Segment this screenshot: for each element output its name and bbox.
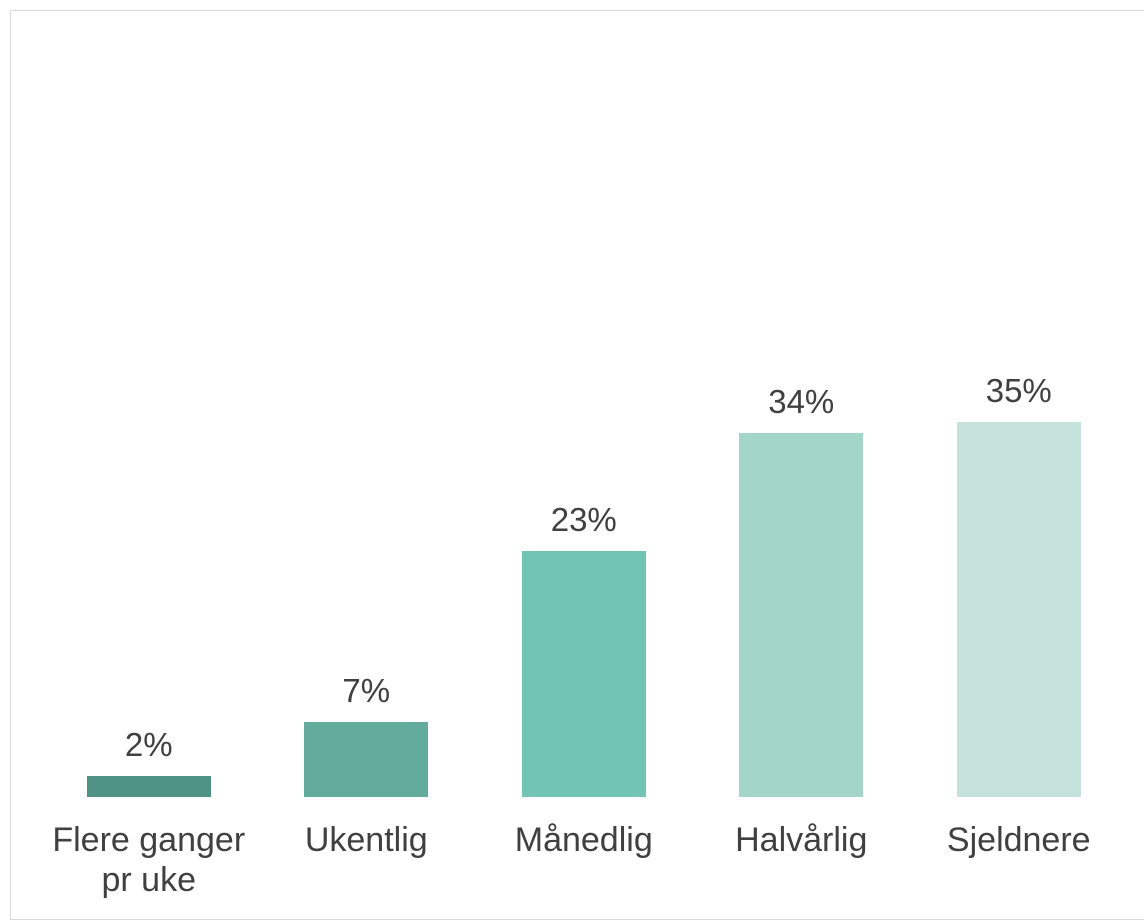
bar [739, 432, 864, 797]
value-label: 35% [985, 372, 1052, 410]
category-label: Sjeldnere [946, 821, 1091, 859]
value-label: 23% [550, 500, 617, 538]
bar [86, 775, 211, 797]
bar [304, 722, 429, 797]
bar [521, 550, 646, 797]
category-label: Ukentlig [304, 821, 428, 859]
value-label: 2% [124, 725, 173, 763]
category-label: Månedlig [514, 821, 653, 859]
value-label: 34% [768, 382, 835, 420]
category-label: Flere ganger pr uke [52, 821, 246, 899]
category-label: Halvårlig [735, 821, 868, 859]
value-label: 7% [342, 672, 391, 710]
bar [956, 422, 1081, 797]
